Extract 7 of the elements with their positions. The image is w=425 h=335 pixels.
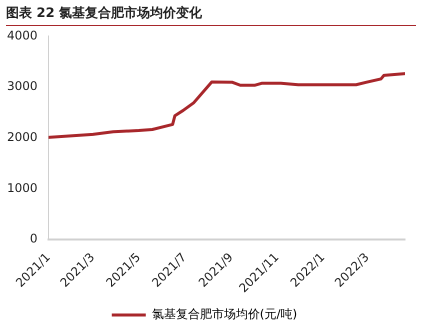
y-tick-label: 1000 [6,180,38,195]
y-tick-label: 4000 [6,28,38,42]
legend-label: 氯基复合肥市场均价(元/吨) [152,307,298,322]
y-tick-label: 3000 [6,79,38,94]
y-tick-label: 0 [30,232,38,246]
y-tick-label: 2000 [6,130,38,144]
chart-title: 图表 22 氯基复合肥市场均价变化 [6,4,416,26]
